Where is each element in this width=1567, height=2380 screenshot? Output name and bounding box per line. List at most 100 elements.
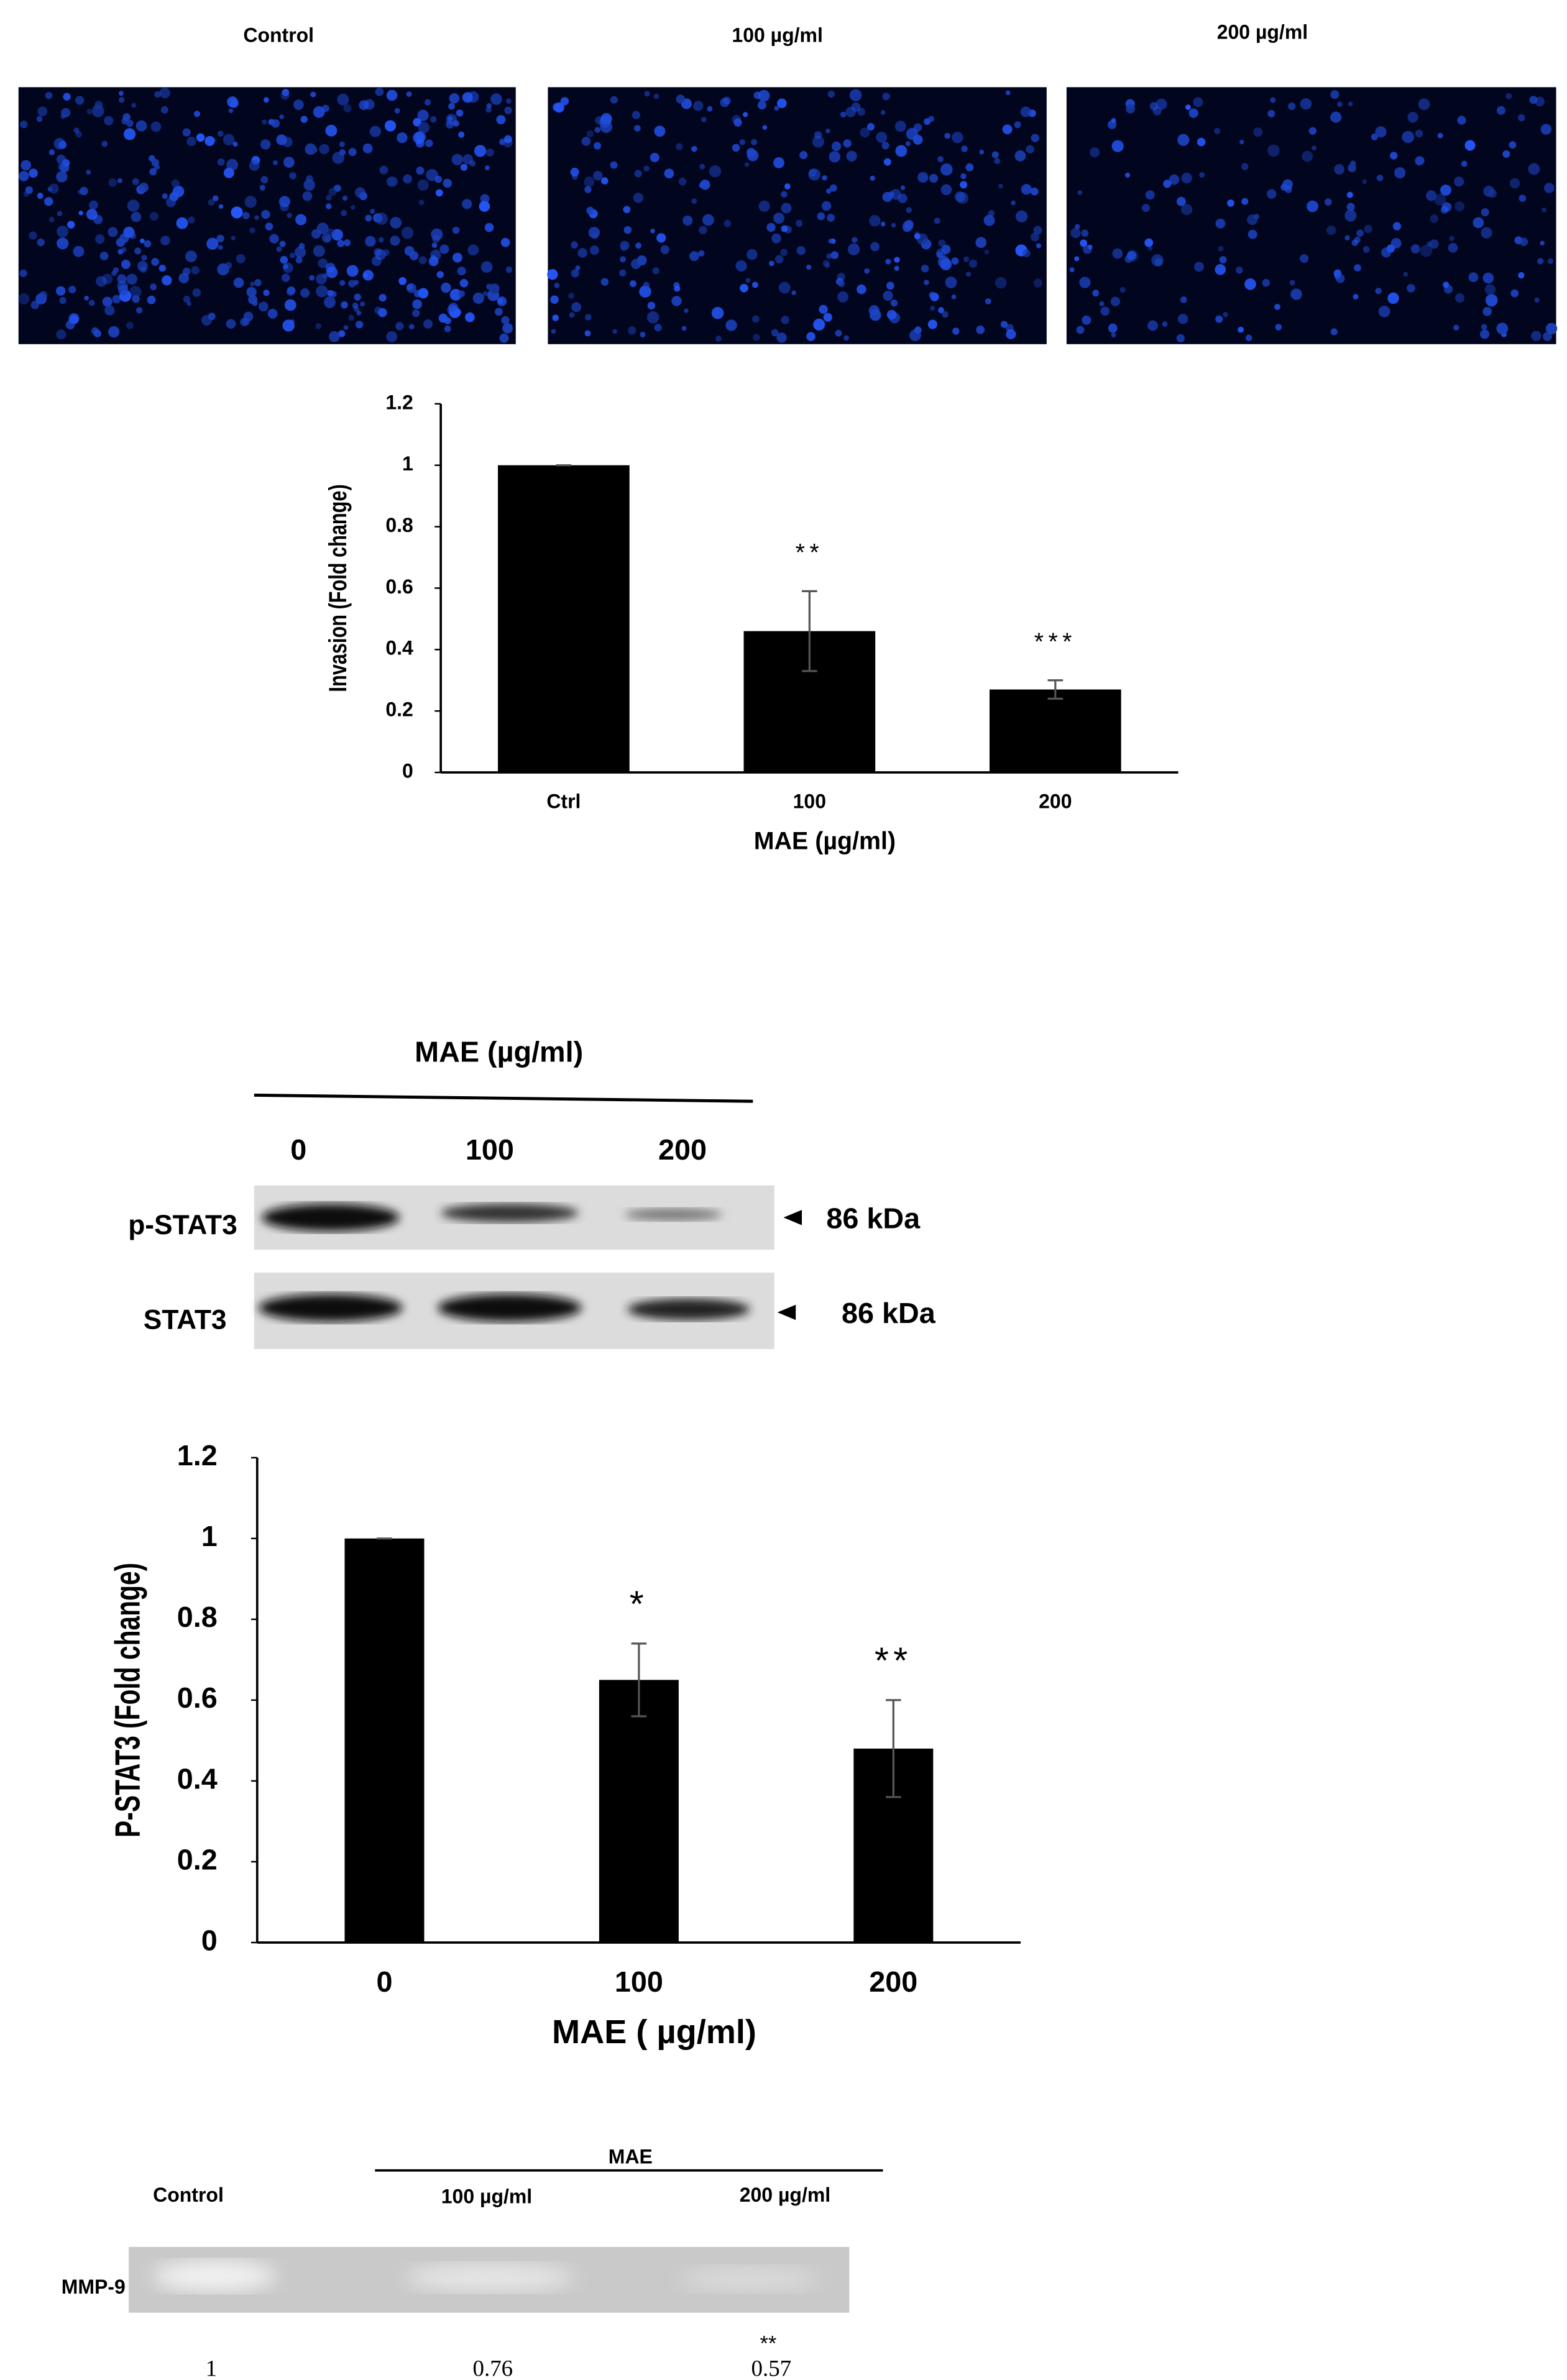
cell [413, 132, 425, 144]
cell [723, 96, 731, 105]
cell [1126, 104, 1136, 114]
cell [86, 170, 91, 175]
cell [20, 121, 28, 129]
cell [1481, 208, 1489, 217]
cell [1031, 134, 1039, 142]
cell [57, 211, 63, 216]
cell [467, 244, 479, 256]
cell [390, 216, 402, 229]
cell [505, 98, 512, 104]
cell [434, 175, 443, 183]
cell [891, 222, 896, 228]
cell [960, 173, 967, 180]
cell [124, 128, 136, 140]
cell [282, 262, 293, 273]
cell [75, 96, 85, 105]
cell [316, 285, 328, 298]
cell [936, 251, 943, 259]
cell [965, 272, 972, 277]
cell [417, 179, 429, 191]
cell [338, 330, 346, 337]
cell [217, 158, 225, 166]
cell [39, 291, 48, 300]
cell [940, 163, 953, 176]
y-tick-label: 1.2 [385, 391, 413, 413]
cell [1300, 254, 1309, 263]
cell [281, 273, 290, 283]
cell [140, 238, 145, 244]
cell [894, 265, 899, 271]
cell [383, 249, 390, 256]
cell [379, 293, 387, 302]
cell [988, 209, 995, 217]
cell [494, 308, 503, 316]
cell [888, 191, 894, 198]
cell [231, 206, 243, 219]
cell [1181, 204, 1193, 216]
cell [594, 142, 602, 150]
cell [1510, 289, 1519, 298]
cell [1387, 292, 1399, 304]
cell [1468, 272, 1479, 283]
cell [1486, 297, 1497, 307]
cell [776, 332, 787, 343]
cell [984, 249, 990, 255]
cell [226, 319, 236, 329]
cell [68, 285, 76, 294]
cell [438, 313, 448, 323]
cell [799, 151, 808, 160]
cell [348, 148, 357, 157]
cell [48, 216, 55, 222]
cell [781, 191, 788, 198]
cell [1014, 150, 1026, 162]
cell [1076, 326, 1085, 334]
cell [359, 192, 367, 201]
cell [1482, 306, 1492, 316]
cell [311, 146, 318, 153]
cell [778, 281, 791, 294]
cell [183, 295, 191, 303]
arrow [783, 1209, 802, 1225]
cell [623, 226, 632, 234]
cell [633, 193, 643, 203]
cell [585, 314, 592, 321]
micrograph-label: Control [243, 24, 314, 47]
cell [732, 144, 740, 152]
cell [25, 186, 34, 195]
significance: ** [760, 2332, 776, 2355]
cell [571, 241, 578, 249]
cell [218, 204, 224, 209]
cell [1348, 101, 1353, 107]
cell [162, 275, 172, 286]
cell [895, 145, 908, 157]
cell [952, 327, 960, 335]
cell [1480, 329, 1490, 339]
cell [934, 217, 940, 224]
cell [1529, 96, 1538, 104]
cell [1371, 133, 1378, 140]
cell [740, 283, 748, 293]
cell [1092, 290, 1100, 297]
cell [1218, 245, 1224, 252]
cell [356, 321, 364, 329]
cell [554, 102, 564, 113]
micrographs [18, 87, 1558, 344]
cell [914, 233, 921, 240]
cell [178, 273, 190, 283]
cell [857, 284, 866, 295]
error-bar [886, 1699, 901, 1798]
cell [302, 191, 313, 201]
cell [452, 226, 460, 234]
cell [1375, 287, 1382, 295]
cell [1254, 213, 1260, 219]
cell [698, 250, 705, 257]
cell [206, 237, 219, 250]
cell [586, 130, 594, 137]
cell [261, 209, 270, 219]
cell [1344, 209, 1357, 222]
cell [813, 318, 825, 331]
cell [1185, 104, 1191, 111]
cell [1434, 193, 1446, 206]
cell [1482, 272, 1494, 284]
cell [259, 185, 265, 191]
